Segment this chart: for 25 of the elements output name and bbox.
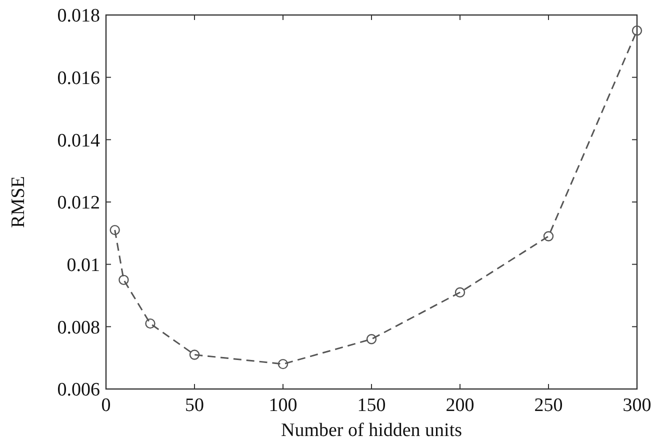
point xyxy=(454,287,466,298)
y-tick-label: 0.008 xyxy=(57,317,100,338)
point xyxy=(543,231,554,242)
y-tick-label: 0.018 xyxy=(57,6,100,27)
x-tick-label: 200 xyxy=(446,395,474,416)
y-tick-label: 0.01 xyxy=(66,254,100,276)
point xyxy=(145,318,156,329)
point xyxy=(118,274,129,286)
point xyxy=(632,25,642,36)
point xyxy=(278,358,288,370)
y-tick-label: 0.006 xyxy=(57,380,100,401)
x-axis-title: Number of hidden units xyxy=(280,420,462,441)
x-tick-label: 50 xyxy=(185,395,204,416)
point xyxy=(110,224,120,236)
x-tick-label: 250 xyxy=(534,395,563,416)
point xyxy=(366,334,377,344)
point xyxy=(189,350,200,360)
x-tick-label: 100 xyxy=(268,395,298,416)
x-tick-label: 150 xyxy=(357,395,386,416)
y-tick-label: 0.012 xyxy=(57,192,100,214)
y-axis-title: RMSE xyxy=(8,176,29,228)
y-tick-label: 0.016 xyxy=(57,68,100,89)
x-tick-label: 300 xyxy=(622,395,652,416)
x-tick-label: 0 xyxy=(101,395,111,416)
y-tick-label: 0.014 xyxy=(57,130,100,152)
